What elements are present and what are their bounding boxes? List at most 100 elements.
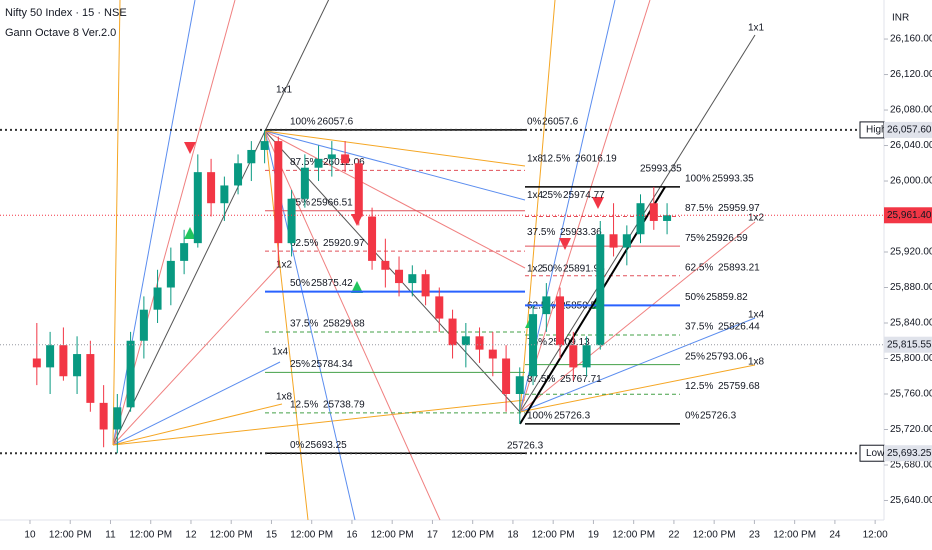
y-tick-label: 26,120.00 [890,69,932,80]
candle-body [515,376,524,394]
y-tick-label: 25,840.00 [890,318,932,329]
candle-body [126,340,135,408]
crosshair-price: 25,815.55 [887,339,932,350]
fan-line [112,403,283,446]
x-tick-label: 19 [588,530,600,541]
fan-line [264,130,441,521]
y-tick-label: 26,040.00 [890,140,932,151]
x-tick-label: 12:00 PM [773,530,816,541]
level-price: 25784.34 [311,359,353,370]
x-tick-label: 12:00 PM [290,530,333,541]
level-pct: 12.5% [685,381,713,392]
fan-label: 1x4 [272,347,289,358]
level-price: 25767.71 [560,374,602,385]
fan-line [519,364,756,413]
candle-body [435,296,444,319]
x-tick-label: 22 [668,530,680,541]
level-price: 25926.59 [706,233,748,244]
y-tick-label: 25,800.00 [890,353,932,364]
candle-body [421,274,430,297]
level-price: 25826.44 [718,322,760,333]
level-pct: 25% [685,351,705,362]
y-tick-label: 25,640.00 [890,495,932,506]
fan-label: 1x2 [748,213,765,224]
level-price: 26057.6 [317,117,354,128]
fan-line [519,0,651,413]
candle-body [448,318,457,346]
x-tick-label: 12:00 PM [49,530,92,541]
fan-line [112,264,281,446]
sell-signal [559,238,571,250]
candle-body [139,309,148,341]
x-tick-label: 15 [266,530,278,541]
candle-body [596,234,605,346]
candle-body [461,336,470,346]
fan-line [264,130,526,201]
level-pct: 0% [527,117,542,128]
level-price: 25793.06 [706,351,748,362]
level-price: 25875.42 [311,278,353,289]
level-price: 25829.88 [323,319,365,330]
x-tick-label: 18 [507,530,519,541]
candle-body [488,349,497,359]
candle-body [274,141,283,244]
x-tick-label: 12:00 PM [451,530,494,541]
candle-body [59,345,68,377]
x-tick-label: 12:00 [863,530,888,541]
extreme-value: 26,057.60 [887,125,932,136]
level-price: 25933.36 [560,227,602,238]
fan-tag: 1x2 [527,264,544,275]
fan-label: 1x2 [276,260,293,271]
fan-label: 1x4 [748,310,765,321]
currency: INR [892,13,909,24]
pivot-high-label: 25993.35 [640,164,682,175]
candle-body [582,345,591,368]
candle-body [609,234,618,248]
candle-body [475,336,484,350]
last-price: 25,961.40 [887,210,932,221]
candle-body [663,215,672,221]
candle-body [622,234,631,248]
x-tick-label: 12:00 PM [371,530,414,541]
x-tick-label: 12 [185,530,197,541]
fan-line [264,130,309,521]
fan-label: 1x1 [276,85,293,96]
candle-body [166,260,175,288]
level-pct: 75% [527,337,547,348]
fan-tag: 1x4 [527,190,544,201]
candle-body [86,354,95,403]
x-tick-label: 16 [346,530,358,541]
level-pct: 75% [290,197,310,208]
extreme-label: Low [866,448,885,459]
x-tick-label: 12:00 PM [129,530,172,541]
level-price: 25726.3 [554,411,591,422]
candle-body [73,354,82,377]
badge [884,207,932,224]
candle-body [46,345,55,368]
fan-tag: 1x8 [527,153,544,164]
sell-signal [351,214,363,226]
level-pct: 75% [685,233,705,244]
level-pct: 0% [685,411,700,422]
fan-line [519,221,756,413]
x-tick-label: 24 [829,530,841,541]
fan-line [264,130,526,269]
y-tick-label: 26,160.00 [890,34,932,45]
level-pct: 25% [290,359,310,370]
badge [884,121,932,138]
candle-body [381,260,390,270]
x-tick-label: 17 [427,530,439,541]
level-price: 25738.79 [323,399,365,410]
sell-signal [592,197,604,209]
level-pct: 50% [290,278,310,289]
symbol-title: Nifty 50 Index · 15 · NSE [5,7,127,19]
buy-signal [184,227,196,239]
candle-body [354,163,363,217]
candle-body [260,141,269,150]
badge [884,445,932,462]
candle-body [327,154,336,159]
x-tick-label: 10 [24,530,36,541]
x-tick-label: 12:00 PM [612,530,655,541]
candle-body [220,185,229,204]
